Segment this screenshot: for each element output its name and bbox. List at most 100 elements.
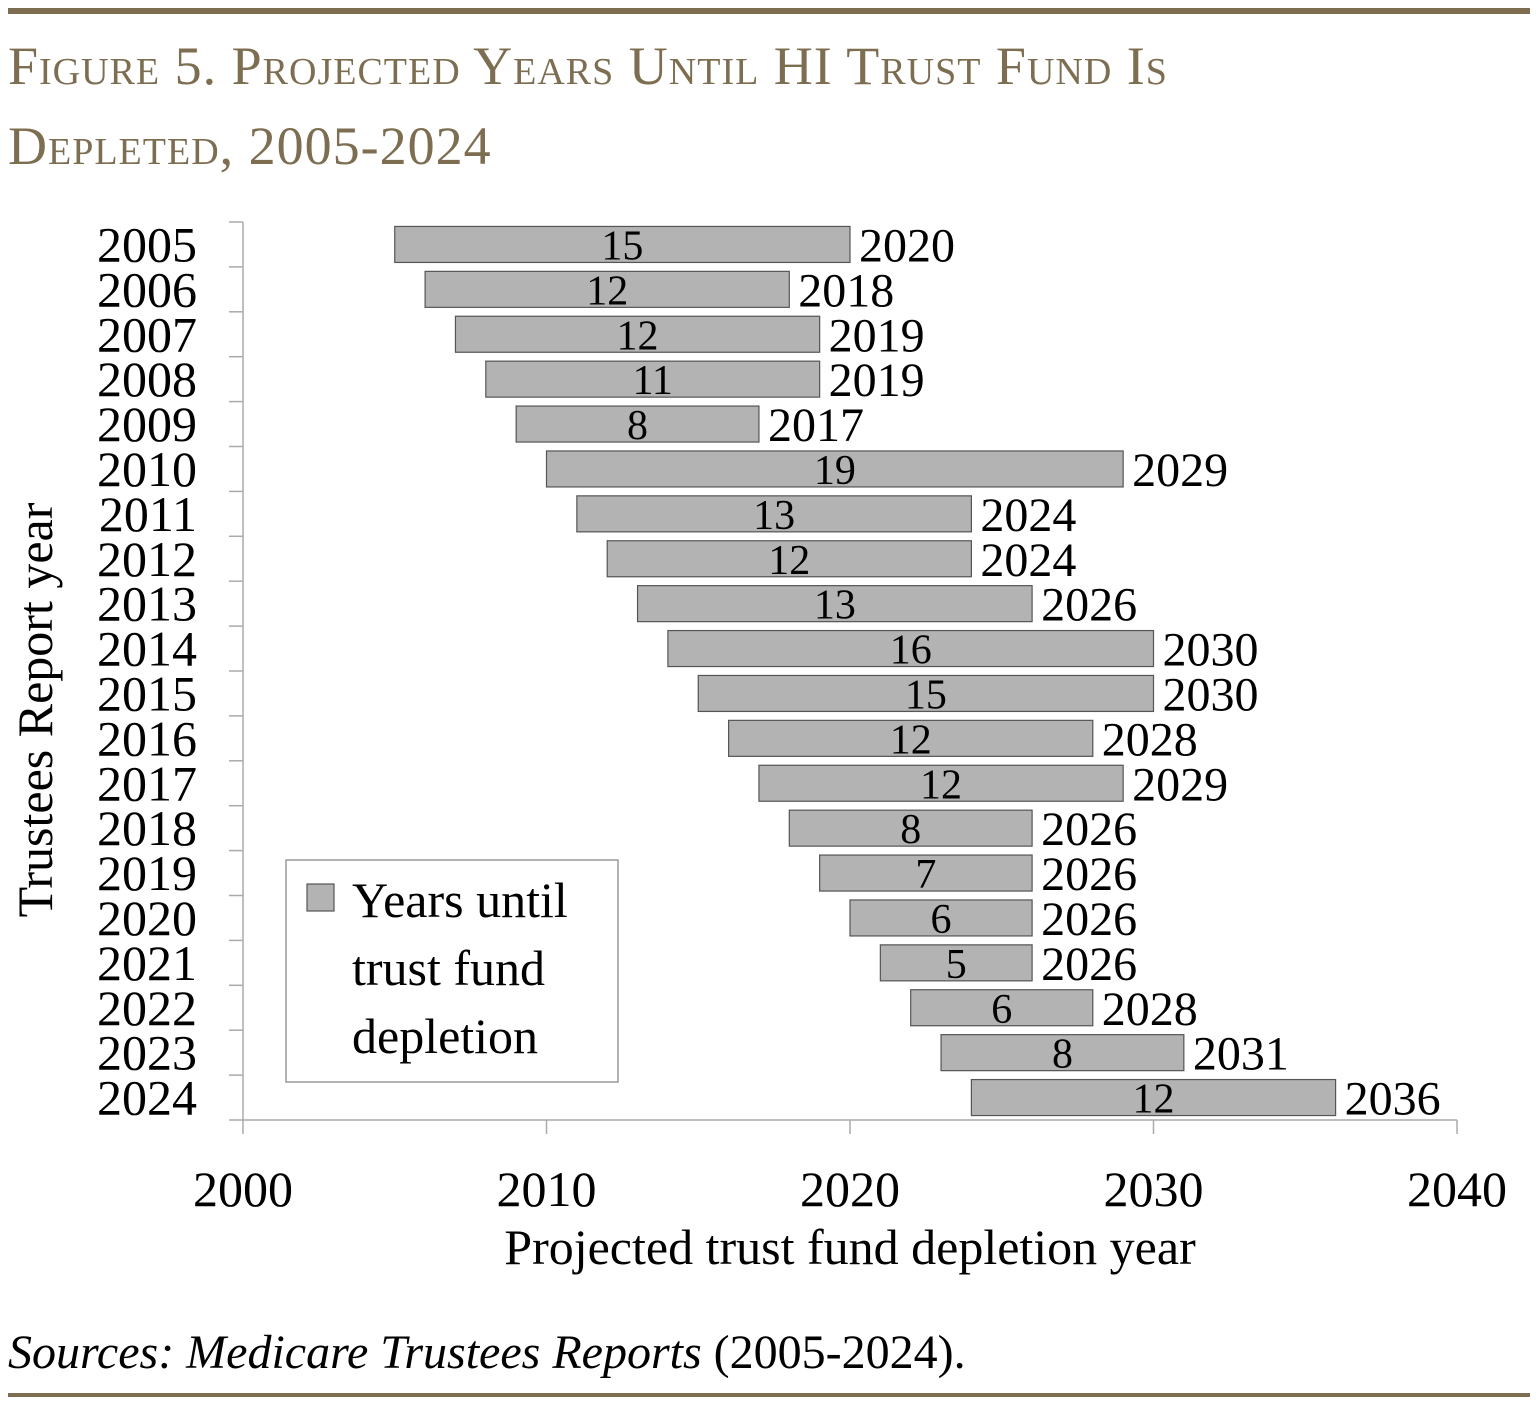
- source-rest: (2005-2024).: [702, 1326, 966, 1379]
- bar-value-label: 8: [900, 807, 921, 853]
- bar: [424, 270, 790, 308]
- y-tick-label: 2015: [97, 665, 197, 721]
- bar-end-label: 2026: [1041, 803, 1137, 856]
- bar-value-label: 16: [890, 628, 932, 674]
- bar-value-label: 7: [915, 852, 936, 898]
- y-tick-label: 2007: [97, 306, 197, 362]
- bar-end-label: 2019: [829, 309, 925, 362]
- x-tick-label: 2010: [497, 1161, 597, 1217]
- bar: [485, 360, 821, 398]
- bar: [545, 450, 1124, 488]
- source-italic: Sources: Medicare Trustees Reports: [8, 1326, 702, 1379]
- bar-end-label: 2030: [1163, 624, 1259, 677]
- legend-label-line3: depletion: [352, 1008, 538, 1064]
- y-tick-label: 2022: [97, 980, 197, 1036]
- bar-value-label: 13: [753, 493, 795, 539]
- legend: Years until trust fund depletion: [285, 859, 619, 1083]
- bar-value-label: 12: [586, 268, 628, 314]
- bar: [667, 629, 1155, 668]
- bar-value-label: 15: [601, 223, 643, 269]
- bar-end-label: 2019: [829, 354, 925, 407]
- bar-end-label: 2026: [1041, 893, 1137, 946]
- bar-end-label: 2031: [1193, 1028, 1289, 1081]
- bar: [454, 315, 821, 353]
- bar-value-label: 5: [946, 942, 967, 988]
- y-tick-label: 2010: [97, 441, 197, 497]
- bar-end-label: 2026: [1041, 848, 1137, 901]
- bar-value-label: 12: [617, 313, 659, 359]
- bar: [910, 989, 1094, 1027]
- bar-end-label: 2029: [1132, 758, 1228, 811]
- bar-value-label: 12: [920, 762, 962, 808]
- bar-end-label: 2028: [1102, 983, 1198, 1036]
- y-tick-label: 2021: [97, 935, 197, 991]
- legend-swatch: [306, 883, 335, 912]
- bar-end-label: 2030: [1163, 668, 1259, 721]
- bar: [970, 1078, 1337, 1117]
- y-tick-label: 2017: [97, 755, 197, 811]
- bar-end-label: 2018: [798, 264, 894, 317]
- x-tick-label: 2040: [1407, 1161, 1507, 1217]
- bar-value-label: 8: [1052, 1032, 1073, 1078]
- bar-end-label: 2028: [1102, 713, 1198, 766]
- y-tick-label: 2013: [97, 576, 197, 632]
- y-tick-label: 2018: [97, 800, 197, 856]
- x-tick-label: 2020: [800, 1161, 900, 1217]
- bar: [606, 540, 973, 578]
- bar: [697, 674, 1155, 713]
- bar-end-label: 2024: [980, 534, 1076, 587]
- x-axis-label: Projected trust fund depletion year: [504, 1219, 1196, 1275]
- bar-end-label: 2026: [1041, 579, 1137, 632]
- bar-value-label: 12: [890, 717, 932, 763]
- bar-value-label: 15: [905, 672, 947, 718]
- bar-value-label: 8: [627, 403, 648, 449]
- bar: [394, 225, 851, 264]
- bar-end-label: 2026: [1041, 938, 1137, 991]
- bar-value-label: 11: [632, 358, 672, 404]
- bar: [849, 899, 1033, 937]
- bar-end-label: 2017: [768, 399, 864, 452]
- bar-end-label: 2024: [980, 489, 1076, 542]
- bar-value-label: 12: [768, 538, 810, 584]
- y-tick-label: 2024: [97, 1070, 197, 1126]
- bar: [515, 405, 760, 443]
- bar: [758, 764, 1124, 802]
- legend-label-line1: Years until: [352, 872, 568, 928]
- legend-box: [285, 859, 619, 1083]
- bar-value-label: 12: [1133, 1077, 1175, 1123]
- legend-label-line2: trust fund: [352, 940, 545, 996]
- bar: [879, 944, 1033, 982]
- y-tick-label: 2012: [97, 531, 197, 587]
- bottom-rule: [8, 1393, 1530, 1397]
- source-note: Sources: Medicare Trustees Reports (2005…: [8, 1326, 966, 1379]
- bar-end-label: 2036: [1345, 1073, 1441, 1126]
- bar-value-label: 13: [814, 583, 856, 629]
- plot-area: 2000 2010 2020 2030 2040 2005 15 2020 2006 12 2018…: [97, 216, 1507, 1217]
- y-tick-label: 2009: [97, 396, 197, 452]
- bar-value-label: 19: [814, 448, 856, 494]
- bar-value-label: 6: [991, 987, 1012, 1033]
- bar: [636, 585, 1033, 623]
- x-tick-label: 2030: [1104, 1161, 1204, 1217]
- y-tick-label: 2020: [97, 890, 197, 946]
- y-tick-label: 2014: [97, 621, 197, 677]
- bar-end-label: 2029: [1132, 444, 1228, 497]
- bar: [940, 1034, 1185, 1072]
- x-tick-label: 2000: [193, 1161, 293, 1217]
- y-tick-label: 2008: [97, 351, 197, 407]
- y-axis-label: Trustees Report year: [7, 502, 63, 917]
- bar: [788, 809, 1033, 847]
- y-tick-label: 2016: [97, 710, 197, 766]
- y-tick-label: 2011: [99, 486, 197, 542]
- y-tick-label: 2019: [97, 845, 197, 901]
- bar-end-label: 2020: [859, 219, 955, 272]
- top-rule: [8, 8, 1530, 14]
- bar-value-label: 6: [931, 897, 952, 943]
- bar: [576, 495, 972, 533]
- figure-title-line2: Depleted, 2005-2024: [8, 116, 492, 176]
- figure-title-line1: Figure 5. Projected Years Until HI Trust…: [8, 36, 1168, 96]
- y-tick-label: 2005: [97, 216, 197, 272]
- y-tick-label: 2006: [97, 261, 197, 317]
- y-tick-label: 2023: [97, 1025, 197, 1081]
